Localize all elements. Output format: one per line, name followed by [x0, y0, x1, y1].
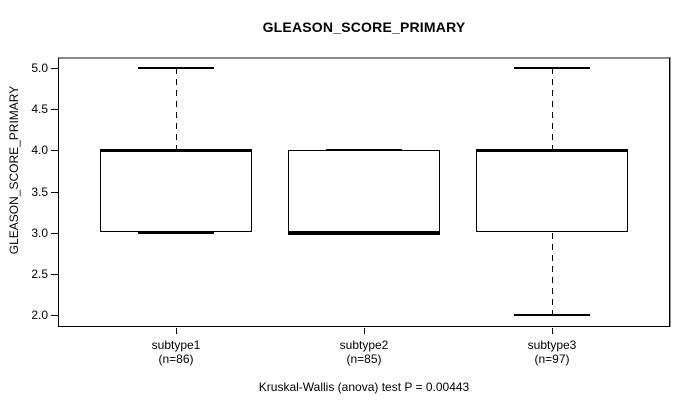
x-group-n-label: (n=85) [346, 352, 382, 366]
x-group-label: subtype3 [527, 338, 577, 352]
x-group-n-label: (n=86) [158, 352, 194, 366]
box [476, 150, 628, 232]
x-group-label: subtype2 [339, 338, 389, 352]
y-tick-label: 3.0 [31, 226, 48, 240]
box [288, 150, 440, 232]
y-tick-label: 4.5 [31, 102, 48, 116]
upper-whisker-line [552, 68, 553, 150]
y-tick [51, 274, 58, 275]
lower-whisker-cap [138, 232, 214, 234]
lower-whisker-cap [514, 314, 590, 316]
y-tick [51, 68, 58, 69]
x-group-label: subtype1 [151, 338, 201, 352]
y-tick [51, 233, 58, 234]
lower-whisker-line [552, 233, 553, 315]
y-tick [51, 150, 58, 151]
box [100, 150, 252, 232]
y-tick-label: 5.0 [31, 61, 48, 75]
y-tick-label: 2.5 [31, 267, 48, 281]
stat-test-annotation: Kruskal-Wallis (anova) test P = 0.00443 [258, 380, 470, 394]
median-line [288, 232, 440, 235]
x-tick [364, 328, 365, 334]
y-tick-label: 3.5 [31, 185, 48, 199]
y-tick-label: 2.0 [31, 308, 48, 322]
y-tick [51, 109, 58, 110]
median-line [476, 149, 628, 152]
upper-whisker-cap [138, 67, 214, 69]
y-tick-label: 4.0 [31, 143, 48, 157]
plot-area [58, 57, 670, 327]
y-tick [51, 192, 58, 193]
y-tick [51, 315, 58, 316]
x-tick [176, 328, 177, 334]
x-group-n-label: (n=97) [534, 352, 570, 366]
x-tick [552, 328, 553, 334]
upper-whisker-line [176, 68, 177, 150]
median-line [100, 149, 252, 152]
upper-whisker-cap [514, 67, 590, 69]
chart-title: GLEASON_SCORE_PRIMARY [262, 19, 466, 35]
